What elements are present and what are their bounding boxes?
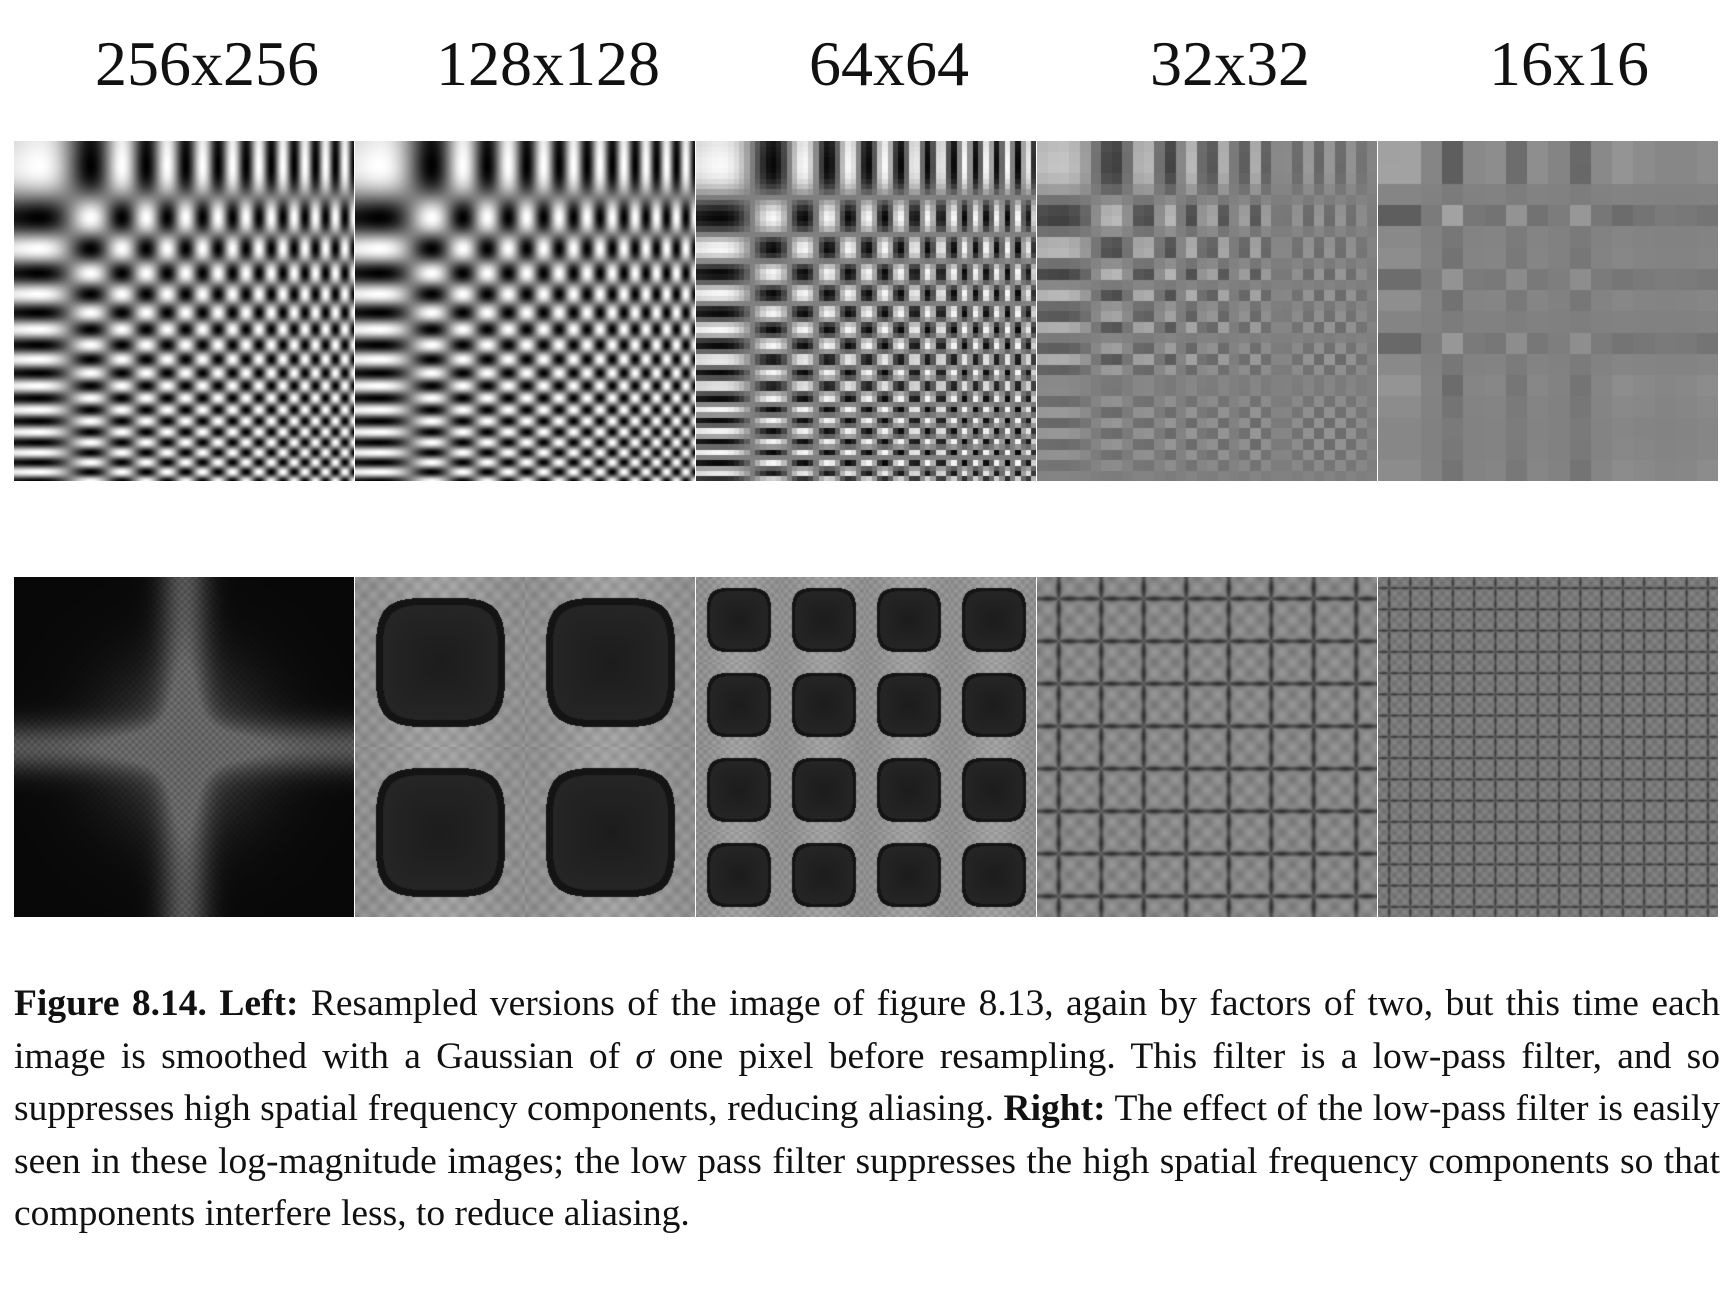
log-magnitude-image-16 bbox=[1378, 577, 1718, 917]
resampled-image-256 bbox=[14, 141, 354, 481]
log-magnitude-image-256 bbox=[14, 577, 354, 917]
left-label: Left: bbox=[219, 983, 299, 1024]
right-label: Right: bbox=[1003, 1088, 1106, 1129]
figure-label: Figure 8.14. bbox=[14, 983, 207, 1024]
column-label-64: 64x64 bbox=[809, 28, 969, 99]
caption-text-part3: The effect of the low-pass filter is eas… bbox=[14, 1088, 1721, 1234]
caption-text-part2: one pixel before resampling. This filter… bbox=[14, 1035, 1720, 1130]
resampled-image-32 bbox=[1037, 141, 1377, 481]
log-magnitude-image-32 bbox=[1037, 577, 1377, 917]
log-magnitude-image-64 bbox=[696, 577, 1036, 917]
column-label-32: 32x32 bbox=[1150, 28, 1310, 99]
column-label-128: 128x128 bbox=[436, 28, 660, 99]
resampled-image-128 bbox=[355, 141, 695, 481]
column-label-16: 16x16 bbox=[1489, 28, 1649, 99]
log-magnitude-image-128 bbox=[355, 577, 695, 917]
resampled-image-16 bbox=[1378, 141, 1718, 481]
column-label-256: 256x256 bbox=[95, 28, 319, 99]
sigma-symbol: σ bbox=[635, 1035, 654, 1077]
figure-caption: Figure 8.14. Left: Resampled versions of… bbox=[14, 978, 1720, 1241]
resampled-image-64 bbox=[696, 141, 1036, 481]
caption-text-part1: Resampled versions of the image of figur… bbox=[14, 983, 1721, 1077]
